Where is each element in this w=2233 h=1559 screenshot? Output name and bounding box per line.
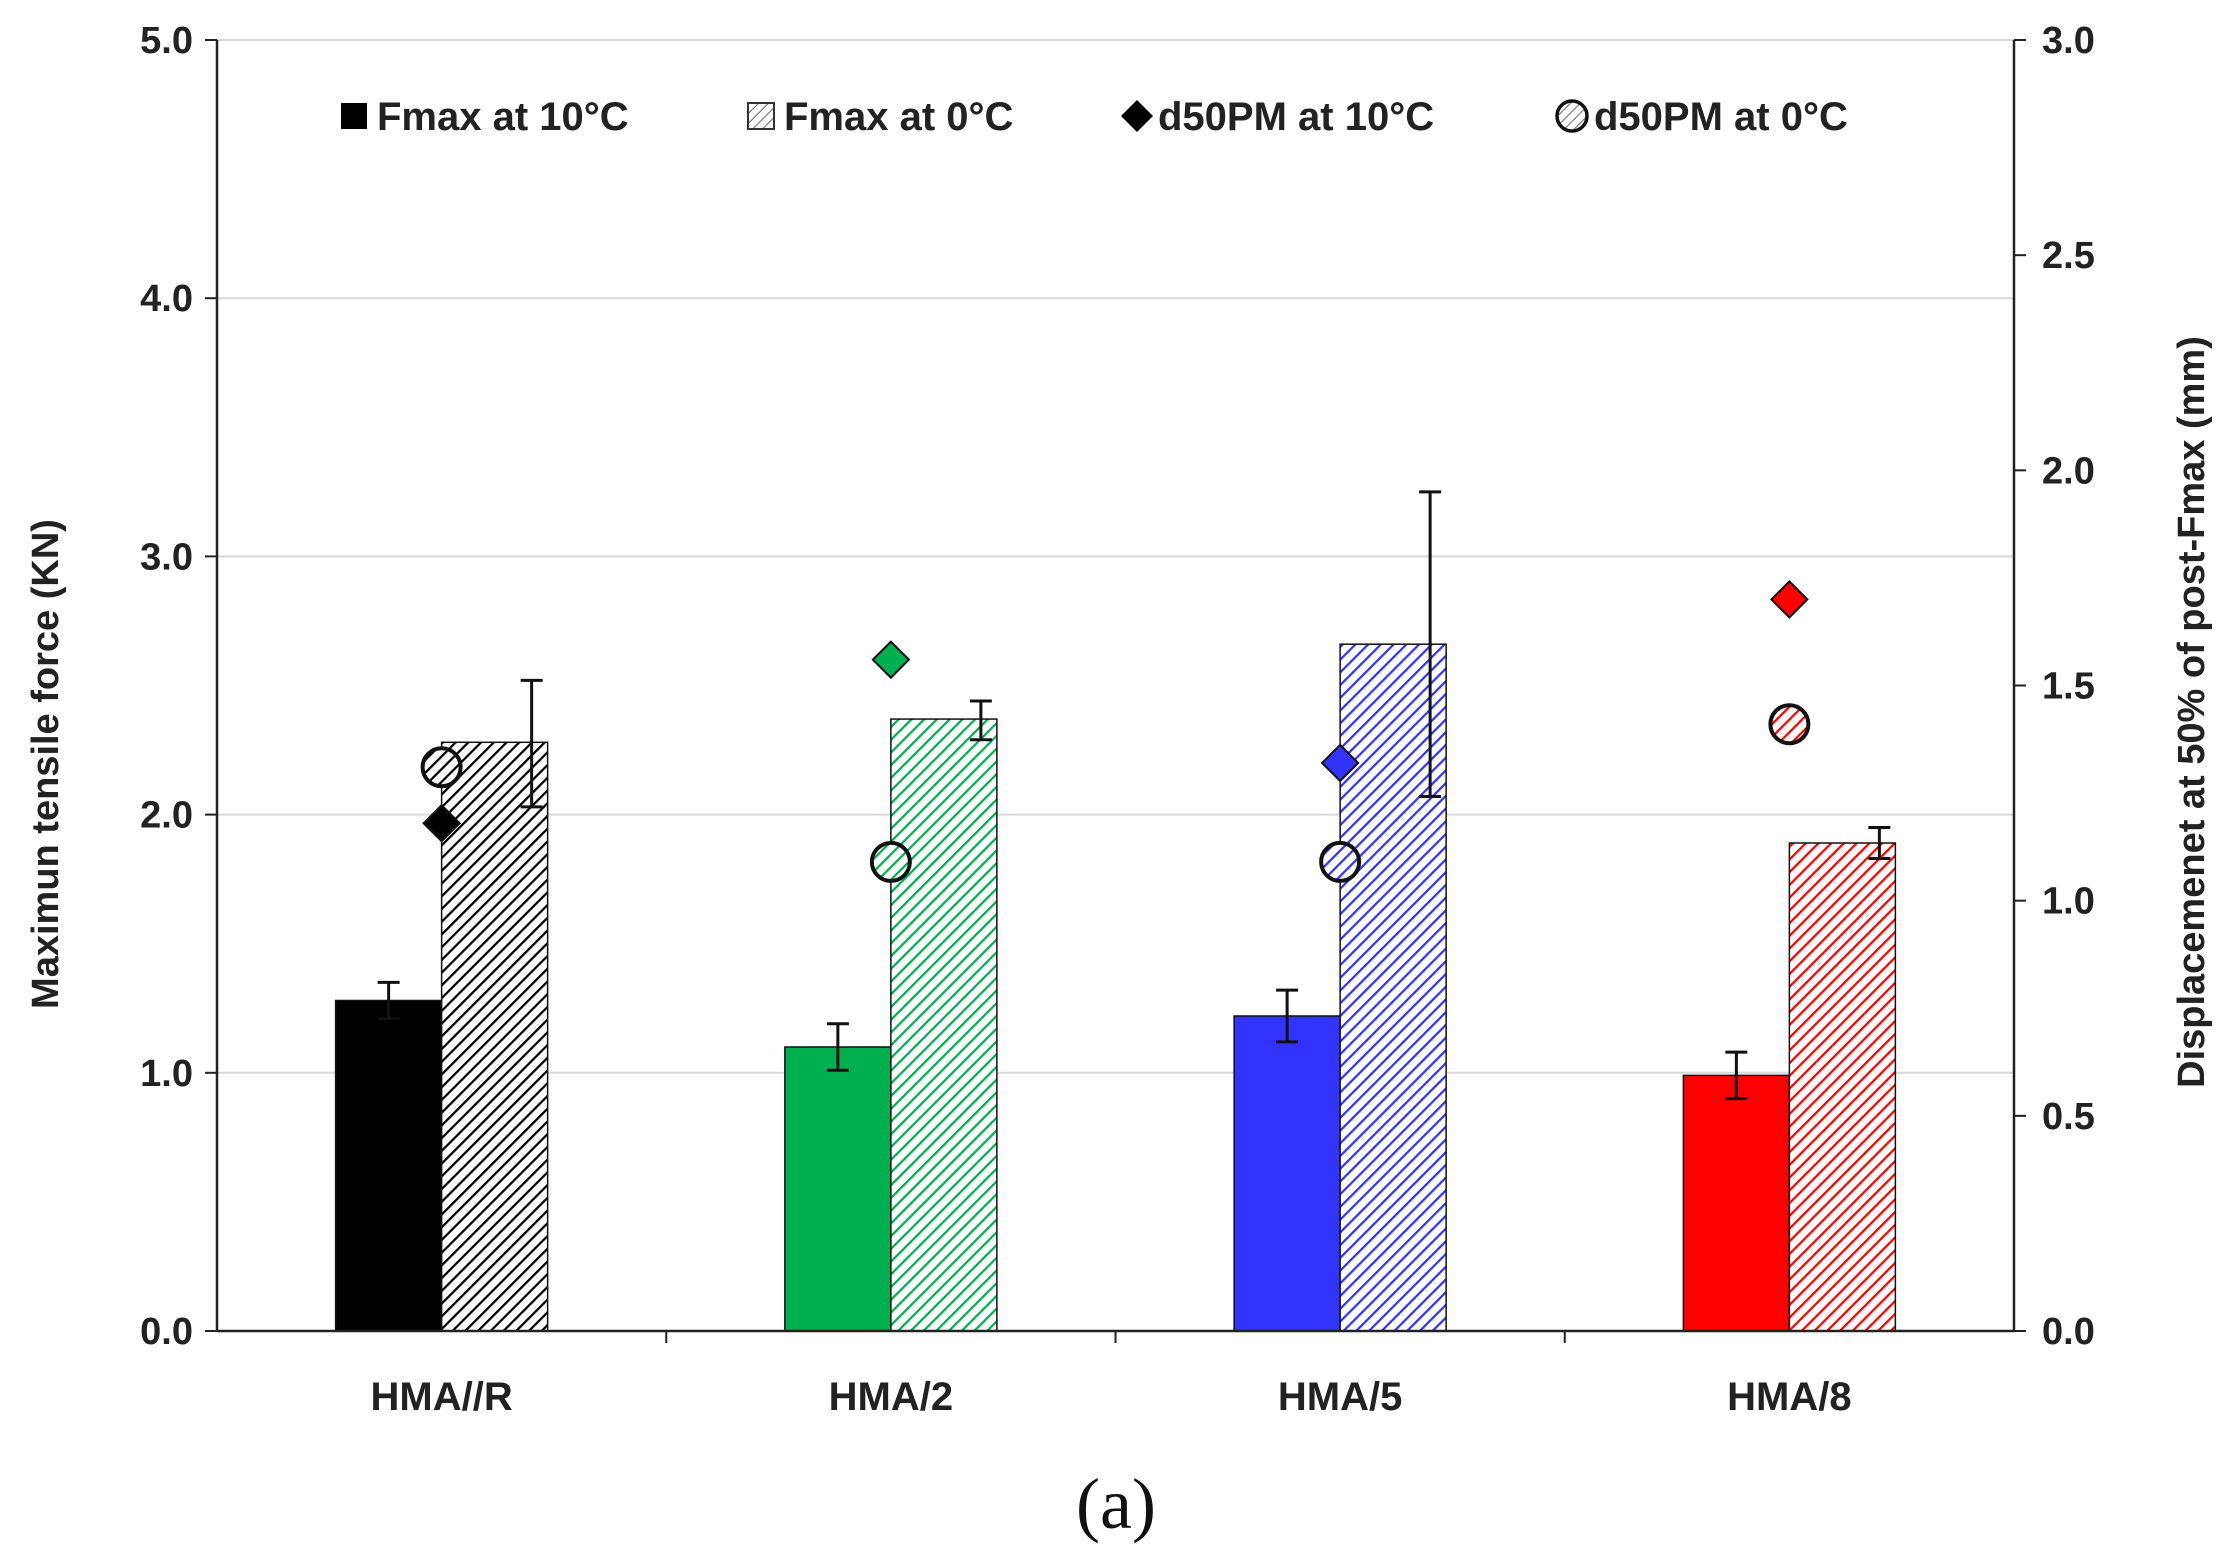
right-tick-label: 1.5 (2042, 666, 2095, 708)
right-tick-label: 2.5 (2042, 235, 2095, 277)
left-axis-title: Maximun tensile force (KN) (25, 519, 67, 1009)
legend-label: Fmax at 10°C (377, 95, 629, 139)
bar-fmax-10c (784, 1046, 892, 1332)
left-tick-label: 3.0 (140, 536, 193, 578)
category-label: HMA/5 (1278, 1375, 1402, 1419)
error-bars (377, 490, 1891, 1101)
marker-d50pm-0c (420, 746, 463, 789)
left-tick-label: 5.0 (140, 20, 193, 62)
axes: 0.0 1.0 2.0 3.0 4.0 5.0 0.0 0.5 1.0 1.5 2.0 2.5 3.0 H… (140, 20, 2095, 1419)
left-tick-label: 4.0 (140, 278, 193, 320)
right-tick-label: 3.0 (2042, 20, 2095, 62)
marker-d50pm-10c (871, 640, 911, 680)
right-axis-title: Displacemenet at 50% of post-Fmax (mm) (2171, 336, 2213, 1088)
category-label: HMA//R (371, 1375, 513, 1419)
right-tick-label: 0.0 (2042, 1311, 2095, 1353)
bar-fmax-10c (1682, 1074, 1791, 1332)
legend-label: d50PM at 0°C (1594, 95, 1848, 139)
legend-swatch-diamond (1121, 100, 1153, 132)
legend-swatch-circle (1555, 99, 1589, 133)
marker-d50pm-10c (1769, 580, 1809, 619)
bars (334, 643, 1897, 1332)
legend-label: d50PM at 10°C (1158, 95, 1434, 139)
figure-caption: (a) (1076, 1464, 1156, 1544)
marker-d50pm-0c (869, 840, 912, 883)
category-label: HMA/8 (1727, 1375, 1851, 1419)
markers (420, 580, 1811, 883)
legend-swatch-solid (341, 103, 367, 129)
right-tick-label: 1.0 (2042, 881, 2095, 923)
legend-label: Fmax at 0°C (784, 95, 1013, 139)
legend: Fmax at 10°C Fmax at 0°C d50PM at 10°C d50P… (341, 95, 1848, 139)
legend-swatch-hatched (747, 102, 775, 130)
marker-d50pm-10c (422, 803, 462, 843)
bar-fmax-10c (334, 999, 443, 1332)
marker-d50pm-0c (1319, 840, 1362, 883)
marker-d50pm-0c (1768, 703, 1811, 746)
right-tick-label: 2.0 (2042, 450, 2095, 492)
right-tick-label: 0.5 (2042, 1096, 2095, 1138)
left-tick-label: 0.0 (140, 1311, 193, 1353)
bar-fmax-0c (440, 741, 549, 1332)
category-label: HMA/2 (829, 1375, 953, 1419)
bar-fmax-10c (1233, 1015, 1341, 1332)
bar-fmax-0c (1788, 842, 1897, 1332)
left-tick-label: 1.0 (140, 1053, 193, 1095)
marker-d50pm-10c (1320, 743, 1360, 783)
bar-fmax-0c (890, 718, 998, 1332)
left-tick-label: 2.0 (140, 795, 193, 837)
bar-fmax-0c (1339, 643, 1447, 1332)
